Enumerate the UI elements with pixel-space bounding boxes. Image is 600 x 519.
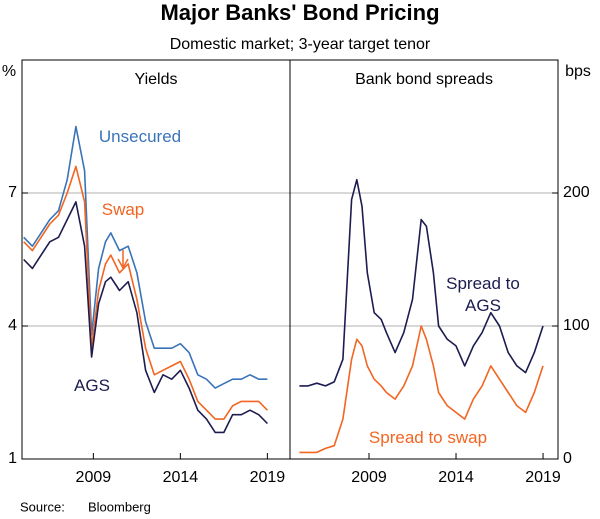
series-line — [299, 325, 544, 454]
y-tick-label: 1 — [8, 450, 17, 467]
x-tick-label: 2019 — [250, 469, 286, 486]
series-line — [23, 125, 268, 389]
x-tick-label: 2019 — [525, 469, 561, 486]
panel-title: Yields — [135, 71, 178, 88]
y-tick-label: 4 — [8, 317, 17, 334]
series-line — [23, 201, 268, 434]
x-tick-label: 2009 — [351, 469, 387, 486]
series-label: AGS — [74, 376, 110, 395]
series-label: Spread to AGS — [446, 274, 520, 315]
x-tick-label: 2014 — [163, 469, 199, 486]
y-unit: bps — [565, 63, 591, 80]
x-tick-label: 2014 — [438, 469, 474, 486]
series-line — [299, 178, 544, 387]
panel-title: Bank bond spreads — [355, 71, 493, 88]
y-tick-label: 200 — [563, 184, 590, 201]
y-tick-label: 100 — [563, 317, 590, 334]
series-line — [23, 165, 268, 420]
source: Bloomberg — [88, 499, 151, 514]
chart-title: Major Banks' Bond Pricing — [160, 0, 439, 25]
series-label: Swap — [101, 200, 145, 219]
x-tick-label: 2009 — [76, 469, 112, 486]
series-label: Spread to swap — [368, 428, 488, 447]
source-label: Source: — [20, 499, 65, 514]
series-label: Unsecured — [98, 127, 182, 146]
panel-frame — [21, 59, 291, 460]
y-unit: % — [2, 63, 16, 80]
chart-subtitle: Domestic market; 3-year target tenor — [170, 36, 431, 53]
y-tick-label: 0 — [563, 450, 572, 467]
swap-arrow — [117, 250, 129, 270]
panel-frame — [289, 59, 559, 460]
y-tick-label: 7 — [8, 184, 17, 201]
